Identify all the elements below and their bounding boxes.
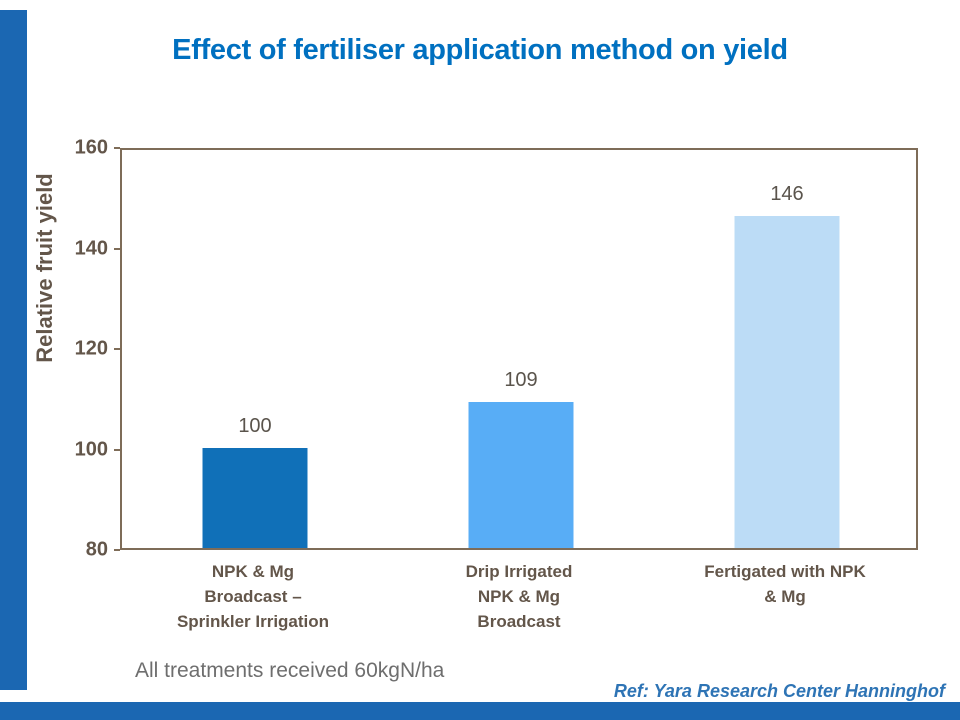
footer-accent-bar bbox=[0, 702, 960, 720]
y-tick-label: 160 bbox=[74, 136, 108, 159]
category-slot: 146 bbox=[654, 150, 920, 548]
category-slot: 100 bbox=[122, 150, 388, 548]
y-tick-label: 80 bbox=[85, 538, 108, 561]
bar-2 bbox=[468, 402, 574, 548]
x-axis-labels: NPK & Mg Broadcast – Sprinkler Irrigatio… bbox=[120, 560, 918, 635]
bar-value-label: 146 bbox=[770, 183, 804, 206]
bar-value-label: 109 bbox=[504, 369, 538, 392]
chart-title: Effect of fertiliser application method … bbox=[172, 34, 788, 66]
reference-text: Ref: Yara Research Center Hanninghof bbox=[613, 681, 945, 701]
category-slot: 109 bbox=[388, 150, 654, 548]
bar-1 bbox=[202, 447, 308, 548]
bar-3 bbox=[734, 216, 840, 548]
x-category-label: Drip Irrigated NPK & Mg Broadcast bbox=[465, 562, 573, 631]
x-category-label: Fertigated with NPK & Mg bbox=[704, 562, 866, 606]
footnote: All treatments received 60kgN/ha bbox=[135, 659, 445, 682]
plot-area: 100 109 146 bbox=[120, 148, 918, 550]
x-category-label: NPK & Mg Broadcast – Sprinkler Irrigatio… bbox=[176, 562, 330, 631]
y-tick-label: 100 bbox=[74, 438, 108, 460]
bar-chart: 100 109 146 80 100 120 140 160 bbox=[75, 137, 918, 561]
bar-value-label: 100 bbox=[238, 414, 272, 437]
y-axis-title: Relative fruit yield bbox=[32, 173, 57, 363]
left-accent-bar bbox=[0, 10, 27, 690]
